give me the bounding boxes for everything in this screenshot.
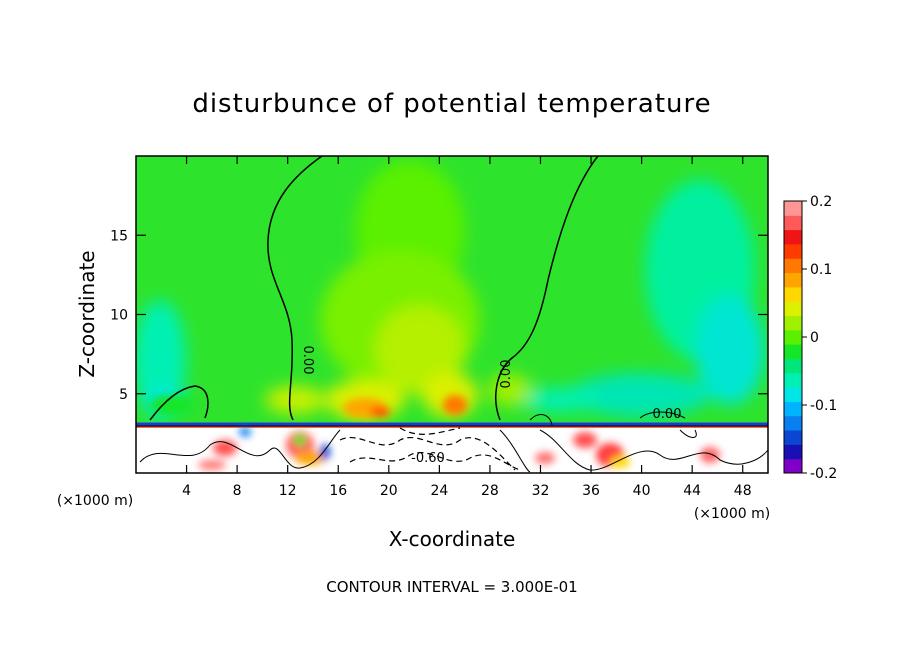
contour-label: 0.00 bbox=[653, 407, 682, 422]
contour-small bbox=[529, 411, 697, 438]
x-tick-label: 44 bbox=[683, 483, 701, 499]
field-blob bbox=[150, 395, 194, 415]
field-hot-spots bbox=[150, 395, 467, 418]
field-blob bbox=[570, 373, 710, 417]
field-area: 0.00 0.00 0.00 -0.60 bbox=[136, 156, 768, 473]
colorbar-swatch bbox=[784, 229, 802, 245]
colorbar-swatch bbox=[784, 372, 802, 388]
contour-lower-wave bbox=[139, 429, 341, 469]
x-tick-label: 8 bbox=[233, 483, 242, 499]
colorbar-swatch bbox=[784, 272, 802, 288]
contour-label: 0.00 bbox=[499, 360, 514, 389]
field-blob bbox=[695, 295, 765, 405]
colorbar: 0.2 0.1 0 -0.1 -0.2 bbox=[783, 194, 837, 482]
colorbar-swatch bbox=[784, 301, 802, 317]
field-blob bbox=[370, 407, 390, 417]
x-tick-label: 24 bbox=[430, 483, 448, 499]
field-blob bbox=[488, 374, 532, 406]
y-axis: 5 10 15 bbox=[110, 228, 768, 403]
colorbar-swatch bbox=[784, 387, 802, 402]
colorbar-tick-label: 0.1 bbox=[810, 262, 832, 278]
field-blob bbox=[136, 300, 186, 420]
field-blob bbox=[375, 305, 465, 395]
colorbar-swatch bbox=[784, 430, 802, 445]
y-tick-label: 15 bbox=[110, 228, 128, 244]
colorbar-swatch bbox=[784, 286, 802, 302]
field-blob bbox=[520, 388, 600, 412]
contour-blob-left bbox=[149, 385, 209, 421]
x-tick-label: 40 bbox=[633, 483, 651, 499]
bl-patch bbox=[213, 440, 237, 456]
colorbar-tick-label: -0.1 bbox=[810, 398, 837, 414]
contour-labels: 0.00 0.00 0.00 -0.60 bbox=[300, 346, 681, 466]
boundary-layer bbox=[136, 422, 768, 473]
x-axis: 4 8 12 16 20 24 28 32 36 40 44 48 bbox=[182, 156, 752, 499]
x-unit-left: (×1000 m) bbox=[57, 493, 133, 509]
colorbar-swatch bbox=[784, 201, 802, 216]
x-tick-label: 32 bbox=[532, 483, 550, 499]
bl-patch bbox=[198, 460, 226, 470]
colorbar-tick-label: 0 bbox=[810, 330, 819, 346]
colorbar-swatch bbox=[784, 358, 802, 374]
contour-dashed bbox=[339, 427, 521, 471]
colorbar-swatch bbox=[784, 315, 802, 331]
colorbar-swatch bbox=[784, 415, 802, 431]
x-tick-label: 4 bbox=[182, 483, 191, 499]
contour-interval-note: CONTOUR INTERVAL = 3.000E-01 bbox=[326, 578, 577, 596]
x-unit-right: (×1000 m) bbox=[694, 506, 770, 522]
bl-patch bbox=[294, 434, 306, 446]
bl-patch bbox=[573, 432, 597, 448]
contour-lower-wave bbox=[499, 429, 768, 473]
x-axis-label: X-coordinate bbox=[389, 527, 516, 551]
x-tick-label: 48 bbox=[734, 483, 752, 499]
x-tick-label: 12 bbox=[279, 483, 297, 499]
colorbar-swatch bbox=[784, 258, 802, 274]
colorbar-tick-label: -0.2 bbox=[810, 466, 837, 482]
y-tick-label: 10 bbox=[110, 308, 128, 324]
y-axis-label: Z-coordinate bbox=[75, 250, 99, 377]
y-tick-label: 5 bbox=[119, 387, 128, 403]
bl-patch bbox=[535, 452, 555, 464]
colorbar-swatch bbox=[784, 401, 802, 417]
colorbar-swatch bbox=[784, 243, 802, 259]
bl-patch bbox=[700, 447, 720, 463]
x-tick-label: 28 bbox=[481, 483, 499, 499]
field-blob bbox=[443, 395, 467, 415]
colorbar-swatch bbox=[784, 458, 802, 474]
contour-label: 0.00 bbox=[300, 346, 315, 375]
x-tick-label: 36 bbox=[582, 483, 600, 499]
field-blob bbox=[265, 386, 325, 414]
bl-patch bbox=[610, 456, 630, 468]
chart-title: disturbunce of potential temperature bbox=[192, 89, 711, 119]
contour-line-right bbox=[495, 156, 599, 421]
contours bbox=[136, 156, 768, 473]
bl-patch bbox=[239, 427, 251, 437]
colorbar-tick-label: 0.2 bbox=[810, 194, 832, 210]
colorbar-swatch bbox=[784, 215, 802, 231]
colorbar-swatch bbox=[784, 329, 802, 345]
x-tick-label: 20 bbox=[380, 483, 398, 499]
colorbar-swatch bbox=[784, 344, 802, 359]
colorbar-swatch bbox=[784, 444, 802, 460]
x-tick-label: 16 bbox=[329, 483, 347, 499]
bl-patch bbox=[320, 444, 330, 460]
contour-label: -0.60 bbox=[411, 451, 445, 466]
contour-line-left bbox=[267, 156, 323, 421]
bl-patch bbox=[294, 451, 326, 465]
